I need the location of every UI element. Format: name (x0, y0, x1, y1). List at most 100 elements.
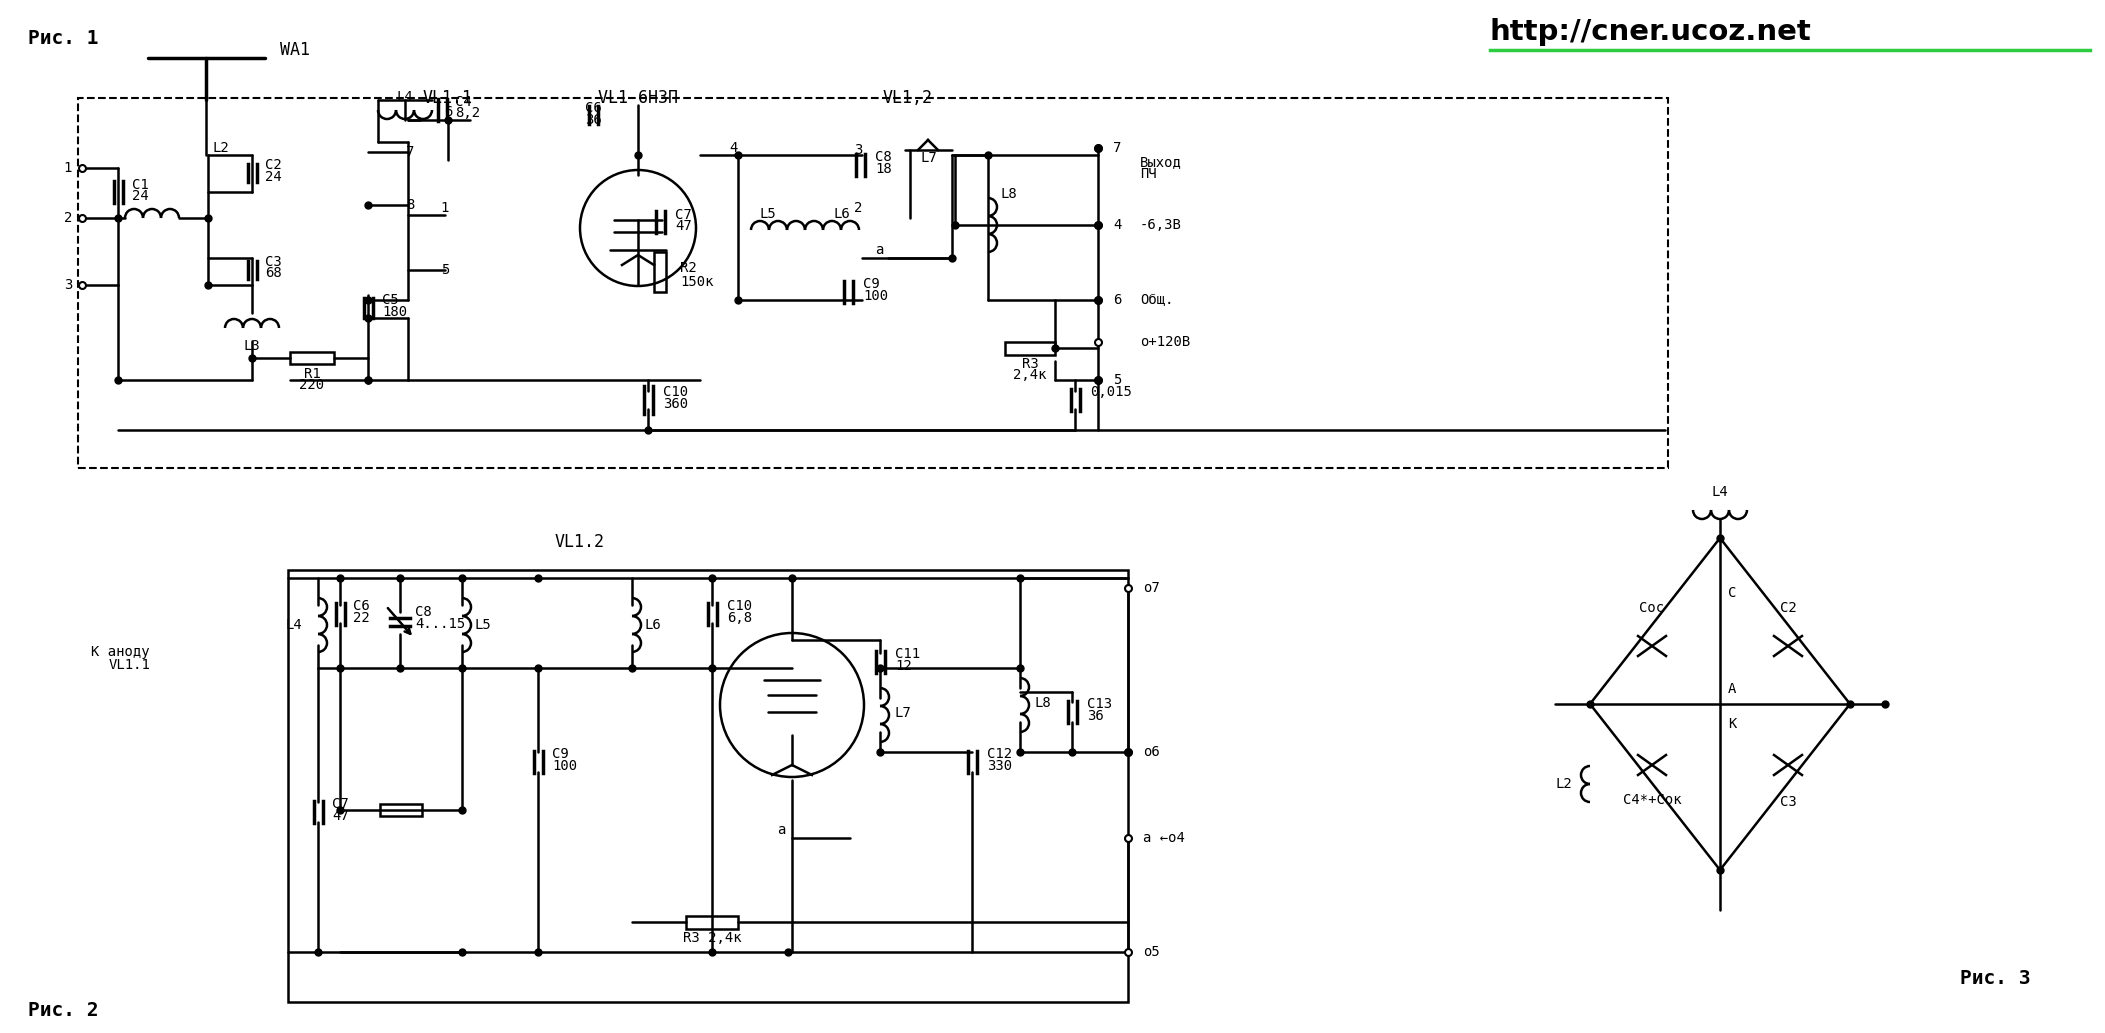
Text: Сос: Сос (1640, 601, 1665, 615)
Text: o5: o5 (1143, 945, 1160, 959)
Bar (381, 804, 421, 816)
Text: 24: 24 (133, 189, 149, 204)
Text: VL1 6Н3П: VL1 6Н3П (598, 89, 678, 107)
Text: L4: L4 (396, 90, 413, 104)
Text: o+120В: o+120В (1141, 335, 1189, 349)
Text: 7: 7 (1114, 140, 1122, 155)
Text: 68: 68 (265, 267, 282, 280)
Text: 100: 100 (863, 289, 888, 303)
Bar (290, 352, 335, 364)
Bar (288, 570, 1128, 1002)
Text: L2: L2 (213, 140, 229, 155)
Text: 150к: 150к (680, 275, 714, 289)
Text: L5: L5 (476, 618, 493, 632)
Text: К аноду: К аноду (91, 645, 149, 659)
Text: ПЧ: ПЧ (1141, 167, 1158, 181)
Text: 6: 6 (1114, 293, 1122, 307)
Text: 47: 47 (333, 809, 349, 823)
Text: 8: 8 (406, 198, 415, 212)
Text: L8: L8 (1036, 696, 1052, 710)
Bar (655, 252, 665, 292)
Text: C10: C10 (663, 385, 688, 399)
Text: C3: C3 (265, 255, 282, 269)
Text: а ←o4: а ←o4 (1143, 831, 1185, 845)
Text: 6,8: 6,8 (726, 611, 751, 625)
Bar (78, 98, 1667, 468)
Text: R2: R2 (680, 261, 697, 275)
Text: VL1.1: VL1.1 (423, 89, 474, 107)
Text: L8: L8 (1000, 187, 1017, 201)
Text: VL1.2: VL1.2 (556, 533, 604, 551)
Text: 47: 47 (676, 219, 693, 233)
Text: 6: 6 (444, 105, 453, 119)
Text: L7: L7 (895, 706, 911, 720)
Bar (686, 915, 739, 929)
Text: C2: C2 (1779, 601, 1796, 615)
Text: R3 2,4к: R3 2,4к (682, 931, 741, 945)
Text: http://cner.ucoz.net: http://cner.ucoz.net (1490, 18, 1812, 46)
Text: Общ.: Общ. (1141, 293, 1172, 307)
Text: L4: L4 (1711, 486, 1728, 499)
Text: 180: 180 (381, 305, 406, 319)
Text: 2: 2 (855, 201, 863, 215)
Text: 1: 1 (440, 201, 448, 215)
Text: K: K (1728, 717, 1737, 731)
Text: Выход: Выход (1141, 155, 1181, 169)
Text: o6: o6 (1143, 745, 1160, 759)
Text: R3: R3 (1021, 357, 1038, 371)
Text: 36: 36 (585, 113, 602, 127)
Text: L3: L3 (244, 339, 261, 353)
Text: 0,015: 0,015 (1090, 385, 1132, 399)
Text: 12: 12 (895, 659, 911, 674)
Text: C9: C9 (863, 277, 880, 291)
Text: WA1: WA1 (280, 41, 309, 59)
Text: C12: C12 (987, 747, 1013, 761)
Text: 5: 5 (440, 263, 448, 277)
Text: C6: C6 (354, 599, 370, 613)
Text: L2: L2 (1556, 777, 1572, 791)
Text: 36: 36 (1086, 709, 1103, 723)
Text: L7: L7 (920, 151, 937, 165)
Text: Рис. 1: Рис. 1 (27, 29, 99, 48)
Text: 220: 220 (299, 378, 324, 392)
Text: 4: 4 (730, 140, 739, 155)
Text: L4: L4 (286, 618, 301, 632)
Text: L5: L5 (760, 207, 777, 221)
Text: C7: C7 (333, 797, 349, 811)
Text: -6,3В: -6,3В (1141, 218, 1181, 232)
Text: 360: 360 (663, 397, 688, 411)
Text: C9: C9 (552, 747, 568, 761)
Text: 3: 3 (63, 278, 72, 292)
Text: 8,2: 8,2 (455, 106, 480, 120)
Text: A: A (1728, 682, 1737, 696)
Text: Рис. 2: Рис. 2 (27, 1001, 99, 1020)
Text: L6: L6 (644, 618, 661, 632)
Text: C2: C2 (265, 158, 282, 173)
Text: Рис. 3: Рис. 3 (1960, 969, 2031, 988)
Text: C4: C4 (455, 95, 472, 109)
Text: VL1.1: VL1.1 (107, 658, 149, 672)
Text: C11: C11 (895, 647, 920, 661)
Text: C8: C8 (876, 150, 893, 164)
Text: а: а (874, 243, 882, 257)
Text: 2: 2 (63, 211, 72, 225)
Text: C8: C8 (415, 605, 432, 619)
Text: o7: o7 (1143, 581, 1160, 595)
Text: L6: L6 (834, 207, 850, 221)
Text: 24: 24 (265, 170, 282, 184)
Text: C3: C3 (1779, 795, 1796, 809)
Text: VL1,2: VL1,2 (882, 89, 933, 107)
Text: а: а (777, 823, 785, 837)
Text: 3: 3 (855, 143, 863, 157)
Text: 2,4к: 2,4к (1013, 368, 1046, 382)
Text: C10: C10 (726, 599, 751, 613)
Text: C6: C6 (585, 101, 602, 115)
Text: 100: 100 (552, 759, 577, 773)
Text: 1: 1 (63, 161, 72, 175)
Text: C13: C13 (1086, 697, 1111, 711)
Text: 4...15: 4...15 (415, 617, 465, 631)
Text: C7: C7 (676, 208, 693, 222)
Text: 22: 22 (354, 611, 370, 625)
Text: C1: C1 (133, 178, 149, 192)
Text: R1: R1 (303, 367, 320, 381)
